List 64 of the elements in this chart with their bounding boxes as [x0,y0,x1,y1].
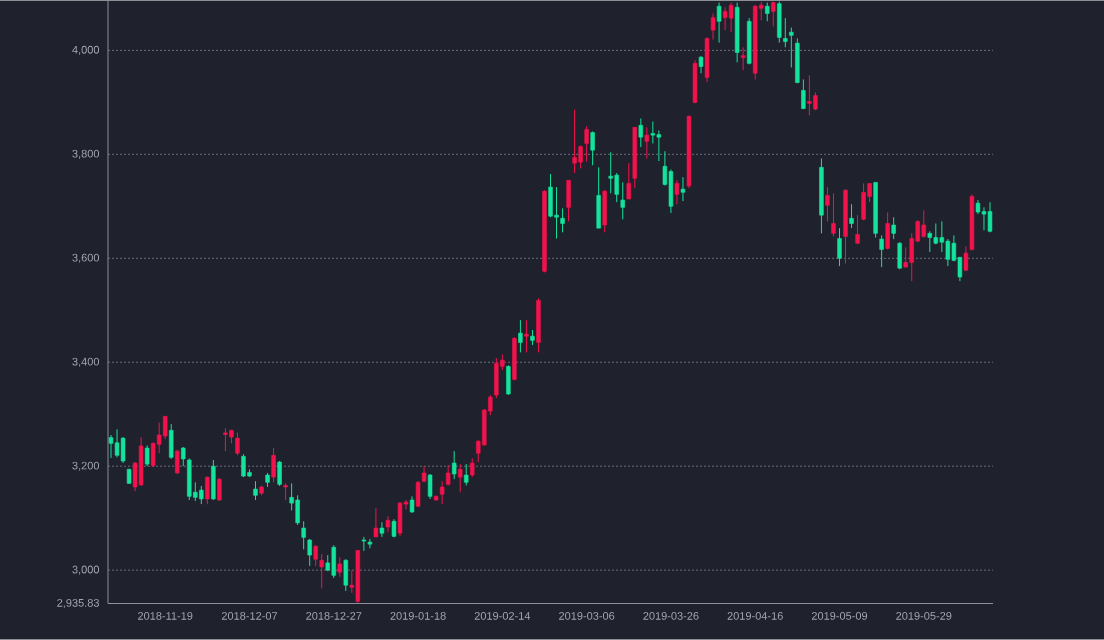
candlestick [771,1,776,28]
candlestick [740,47,746,71]
candlestick [470,458,475,478]
candlestick [518,319,523,354]
candlestick [307,538,312,567]
candlestick [680,176,686,202]
candlestick [373,508,379,538]
candlestick [439,481,445,505]
candlestick [319,553,324,590]
candlestick [855,214,860,246]
candlestick [253,481,258,501]
candlestick [783,17,788,49]
x-tick-label: 2019-02-14 [474,612,531,621]
candlestick [879,235,884,268]
candlestick [301,521,306,551]
x-tick-label: 2019-05-29 [896,612,952,621]
candlestick [524,319,529,354]
candlestick [457,463,463,493]
candlestick [620,182,625,221]
candlestick [710,13,716,41]
candlestick [765,2,770,23]
candlestick [716,2,722,44]
candlestick [271,447,276,484]
candlestick [205,476,210,505]
y-tick-label: 3,400 [72,357,100,368]
candlestick [385,515,391,533]
y-tick-label: 4,000 [72,46,100,56]
candlestick [891,216,896,240]
x-tick-label: 2018-11-19 [138,612,193,621]
candlestick [415,481,421,509]
candlestick [144,445,150,467]
candlestick [379,522,385,538]
candlestick [849,203,854,229]
candlestick [584,126,589,163]
x-tick-label: 2019-03-06 [559,612,615,621]
y-tick-label: 2,935.83 [57,599,99,609]
candlestick [674,180,680,205]
x-tick-label: 2018-12-07 [221,612,278,621]
candlestick [831,193,836,238]
candlestick [337,556,343,578]
x-tick-label: 2019-05-09 [811,612,868,621]
y-tick-label: 3,000 [72,565,100,575]
candlestick [789,27,794,69]
candlestick [277,460,282,487]
candlestick [963,246,969,273]
candlestick [825,186,830,223]
candlestick [451,450,457,480]
candlestick [590,131,595,167]
x-tick-label: 2019-01-18 [390,612,446,621]
y-tick-label: 3,800 [72,150,100,160]
candlestick [801,79,806,110]
candlestick [638,118,644,148]
candlestick [644,127,650,160]
candlestick [427,473,433,500]
x-tick-label: 2018-12-27 [306,612,362,621]
candlestick [837,227,842,267]
y-tick-label: 3,200 [72,461,100,471]
candlestick [560,208,565,234]
x-tick-label: 2019-03-26 [643,612,699,621]
x-tick-label: 2019-04-16 [727,612,783,621]
candlestick [313,544,318,567]
y-tick-label: 3,600 [72,253,100,264]
candlestick [626,162,631,200]
candlestick [463,463,469,487]
